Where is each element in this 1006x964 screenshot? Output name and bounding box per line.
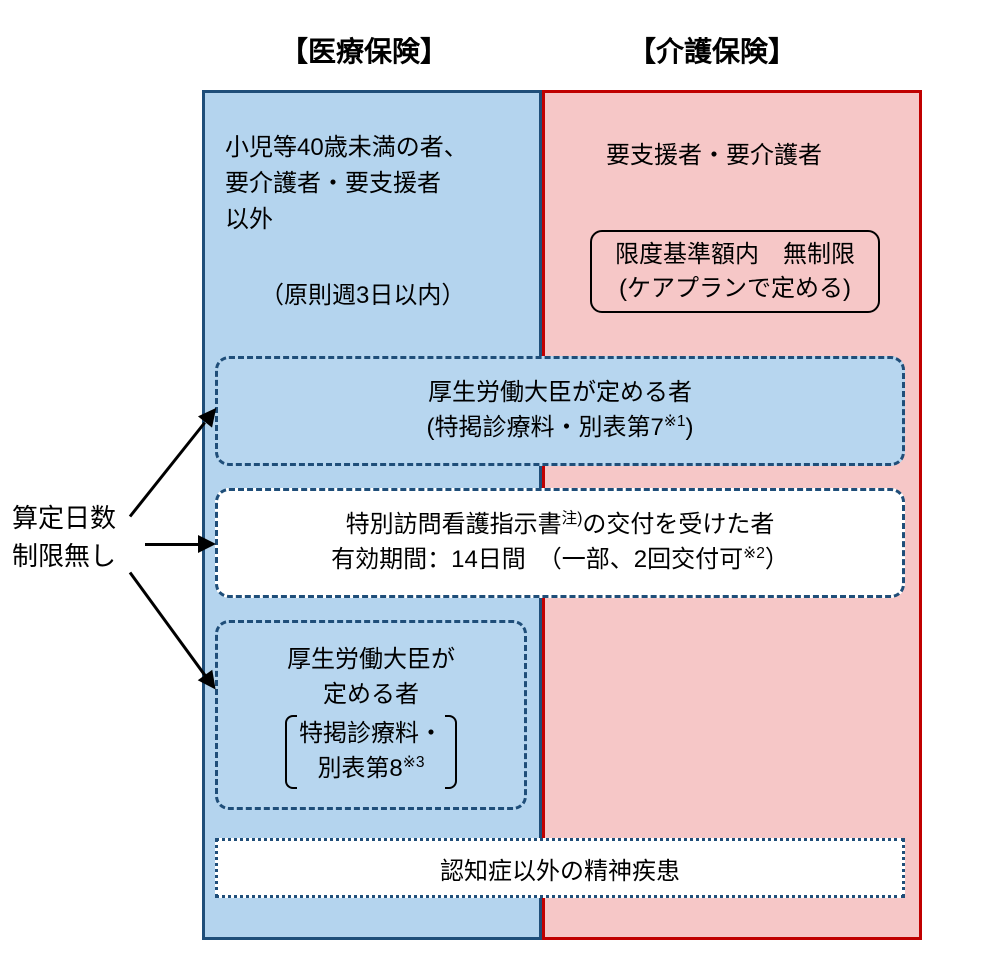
box1-line2: (特掲診療料・別表第7※1) — [226, 411, 894, 446]
box3-line1: 厚生労働大臣が — [226, 643, 516, 678]
box3-bracket: 特掲診療料・ 別表第8※3 — [285, 717, 457, 787]
medical-eligible-line2: 要介護者・要支援者 — [225, 166, 525, 202]
nursing-limit-line1: 限度基準額内 無制限 — [602, 238, 868, 272]
mental-illness-box: 認知症以外の精神疾患 — [215, 838, 905, 898]
arrow-shaft-1 — [129, 421, 206, 517]
arrow-shaft-2 — [145, 543, 198, 546]
nursing-limit-line2: (ケアプランで定める) — [602, 272, 868, 306]
arrow-shaft-3 — [129, 571, 207, 676]
box3-line2: 定める者 — [226, 678, 516, 713]
no-day-limit-label: 算定日数 制限無し — [12, 500, 116, 575]
nursing-eligible-text: 要支援者・要介護者 — [606, 138, 822, 174]
nursing-insurance-header: 【介護保険】 — [628, 30, 796, 70]
minister-defined-box-7: 厚生労働大臣が定める者 (特掲診療料・別表第7※1) — [215, 356, 905, 466]
minister-defined-box-8: 厚生労働大臣が 定める者 特掲診療料・ 別表第8※3 — [215, 620, 527, 810]
arrow-head-2 — [198, 535, 216, 553]
special-visit-instruction-box: 特別訪問看護指示書注)の交付を受けた者 有効期間：14日間 （一部、2回交付可※… — [215, 488, 905, 598]
box2-line1: 特別訪問看護指示書注)の交付を受けた者 — [226, 508, 894, 543]
box1-line1: 厚生労働大臣が定める者 — [226, 376, 894, 411]
medical-eligible-line1: 小児等40歳未満の者、 — [225, 130, 525, 166]
box2-line2: 有効期間：14日間 （一部、2回交付可※2） — [226, 543, 894, 578]
medical-condition-text: （原則週3日以内） — [260, 278, 465, 314]
nursing-limit-box: 限度基準額内 無制限 (ケアプランで定める) — [590, 230, 880, 313]
medical-eligible-line3: 以外 — [225, 202, 525, 238]
medical-eligible-text: 小児等40歳未満の者、 要介護者・要支援者 以外 — [225, 130, 525, 238]
medical-insurance-header: 【医療保険】 — [280, 30, 448, 70]
